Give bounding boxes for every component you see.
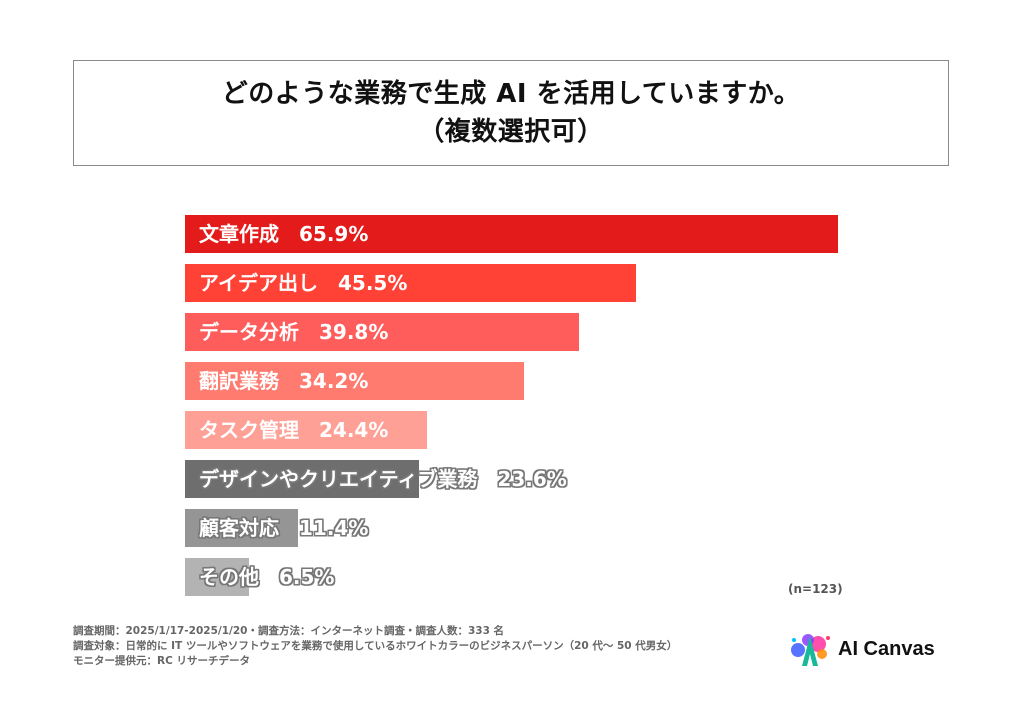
value-label: 45.5%	[338, 271, 408, 295]
survey-source: モニター提供元：RC リサーチデータ	[73, 655, 250, 667]
bar-label: タスク管理 24.4%	[199, 411, 388, 449]
bar-6	[185, 509, 298, 547]
value-label: 23.6%	[497, 467, 567, 491]
chart-title-line1: どのような業務で生成 AI を活用していますか。	[221, 79, 801, 109]
category-label: その他	[199, 565, 259, 589]
chart-title-line2: （複数選択可）	[418, 117, 604, 147]
bar-4	[185, 411, 427, 449]
bar-label: デザインやクリエイティブ業務 23.6%	[199, 460, 567, 498]
survey-target: 調査対象：日常的に IT ツールやソフトウェアを業務で使用しているホワイトカラー…	[73, 640, 678, 652]
survey-period: 調査期間：2025/1/17-2025/1/20・調査方法：インターネット調査・…	[73, 625, 505, 637]
value-label: 65.9%	[299, 222, 369, 246]
category-label: データ分析	[199, 320, 299, 344]
bar-1	[185, 264, 636, 302]
value-label: 39.8%	[319, 320, 389, 344]
value-label: 24.4%	[319, 418, 389, 442]
paint-splash-a-icon	[791, 634, 830, 666]
bar-3	[185, 362, 524, 400]
value-label: 34.2%	[299, 369, 369, 393]
ai-canvas-logo: AI Canvas	[788, 630, 935, 668]
bar-label: 翻訳業務 34.2%	[199, 362, 368, 400]
category-label: 文章作成	[199, 222, 279, 246]
category-label: 顧客対応	[199, 516, 279, 540]
logo-text: AI Canvas	[838, 637, 935, 660]
bar-label: 文章作成 65.9%	[199, 215, 368, 253]
bar-0	[185, 215, 838, 253]
bar-5	[185, 460, 419, 498]
value-label: 11.4%	[299, 516, 369, 540]
chart-title-box: どのような業務で生成 AI を活用していますか。 （複数選択可）	[73, 60, 949, 166]
category-label: アイデア出し	[199, 271, 318, 295]
bar-label: 顧客対応 11.4%	[199, 509, 368, 547]
category-label: 翻訳業務	[199, 369, 279, 393]
category-label: デザインやクリエイティブ業務	[199, 467, 478, 491]
value-label: 6.5%	[279, 565, 335, 589]
bar-label: その他 6.5%	[199, 558, 334, 596]
bar-2	[185, 313, 580, 351]
sample-size-note: (n=123)	[788, 582, 843, 596]
bar-label: アイデア出し 45.5%	[199, 264, 407, 302]
bar-7	[185, 558, 250, 596]
category-label: タスク管理	[199, 418, 299, 442]
survey-footnote: 調査期間：2025/1/17-2025/1/20・調査方法：インターネット調査・…	[73, 624, 677, 669]
bar-label: データ分析 39.8%	[199, 313, 388, 351]
